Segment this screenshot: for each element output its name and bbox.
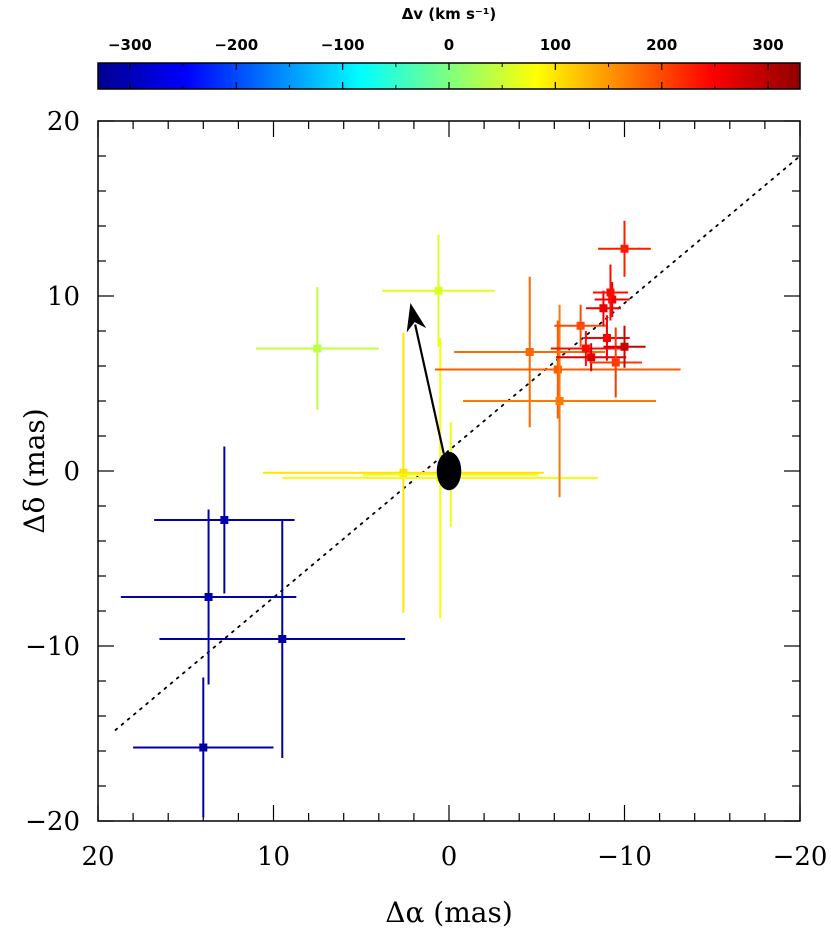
data-point — [120, 509, 297, 685]
colorbar-tick-label: 300 — [752, 36, 783, 54]
arrow-head — [406, 303, 427, 333]
data-point — [255, 287, 379, 410]
point-marker — [611, 358, 620, 367]
point-marker — [204, 593, 213, 601]
data-point — [550, 331, 621, 366]
point-marker — [220, 516, 229, 524]
point-marker — [555, 397, 564, 405]
colorbar-tick-label: 0 — [444, 36, 454, 54]
plot-area — [114, 155, 800, 818]
data-point — [584, 315, 630, 361]
data-point — [603, 325, 646, 368]
y-tick-label: 10 — [47, 282, 80, 312]
data-point — [598, 220, 651, 277]
colorbar-tick-label: −100 — [321, 36, 365, 54]
data-point — [159, 520, 406, 758]
data-point — [154, 446, 295, 594]
point-marker — [602, 334, 611, 342]
x-tick-label: −20 — [773, 842, 828, 872]
reference-line — [114, 155, 800, 731]
y-tick-label: −10 — [25, 632, 80, 662]
colorbar-tick-label: −300 — [108, 36, 152, 54]
core-ellipse — [436, 451, 462, 491]
point-marker — [608, 295, 617, 304]
point-marker — [399, 468, 408, 477]
point-marker — [278, 635, 287, 643]
data-point — [589, 327, 643, 398]
data-point — [133, 677, 274, 818]
x-tick-label: 20 — [81, 842, 114, 872]
x-tick-label: −10 — [597, 842, 652, 872]
data-point — [382, 234, 495, 347]
point-marker — [576, 321, 585, 330]
point-marker — [199, 743, 208, 752]
colorbar-tick-label: −200 — [214, 36, 258, 54]
y-tick-label: 20 — [47, 107, 80, 137]
data-point — [554, 304, 607, 347]
point-marker — [525, 348, 534, 356]
data-point — [556, 343, 627, 372]
x-tick-label: 0 — [441, 842, 458, 872]
data-point — [592, 264, 629, 321]
colorbar-ticks: −300 −200 −100 0 100 200 300 — [108, 36, 784, 89]
point-marker — [620, 342, 629, 351]
y-tick-label: 0 — [63, 457, 80, 487]
point-marker — [553, 365, 562, 374]
y-tick-label: −20 — [25, 807, 80, 837]
point-marker — [587, 353, 596, 362]
point-marker — [606, 288, 615, 297]
data-point — [463, 304, 657, 498]
point-marker — [599, 304, 608, 313]
x-tick-label: 10 — [257, 842, 290, 872]
point-marker — [434, 286, 443, 295]
data-point — [594, 282, 630, 317]
point-marker — [313, 344, 322, 353]
point-marker — [620, 244, 629, 253]
data-point — [585, 290, 621, 326]
arrow-shaft — [414, 324, 445, 454]
colorbar-tick-label: 100 — [540, 36, 571, 54]
colorbar-title: Δv (km s⁻¹) — [402, 5, 497, 23]
colorbar: Δv (km s⁻¹) −300 −200 −100 0 100 200 300 — [97, 5, 801, 90]
data-point — [262, 332, 544, 613]
x-axis-label: Δα (mas) — [385, 896, 513, 929]
data-point — [454, 276, 606, 428]
colorbar-tick-label: 200 — [646, 36, 677, 54]
point-marker — [581, 344, 590, 353]
y-axis-label: Δδ (mas) — [18, 408, 51, 533]
